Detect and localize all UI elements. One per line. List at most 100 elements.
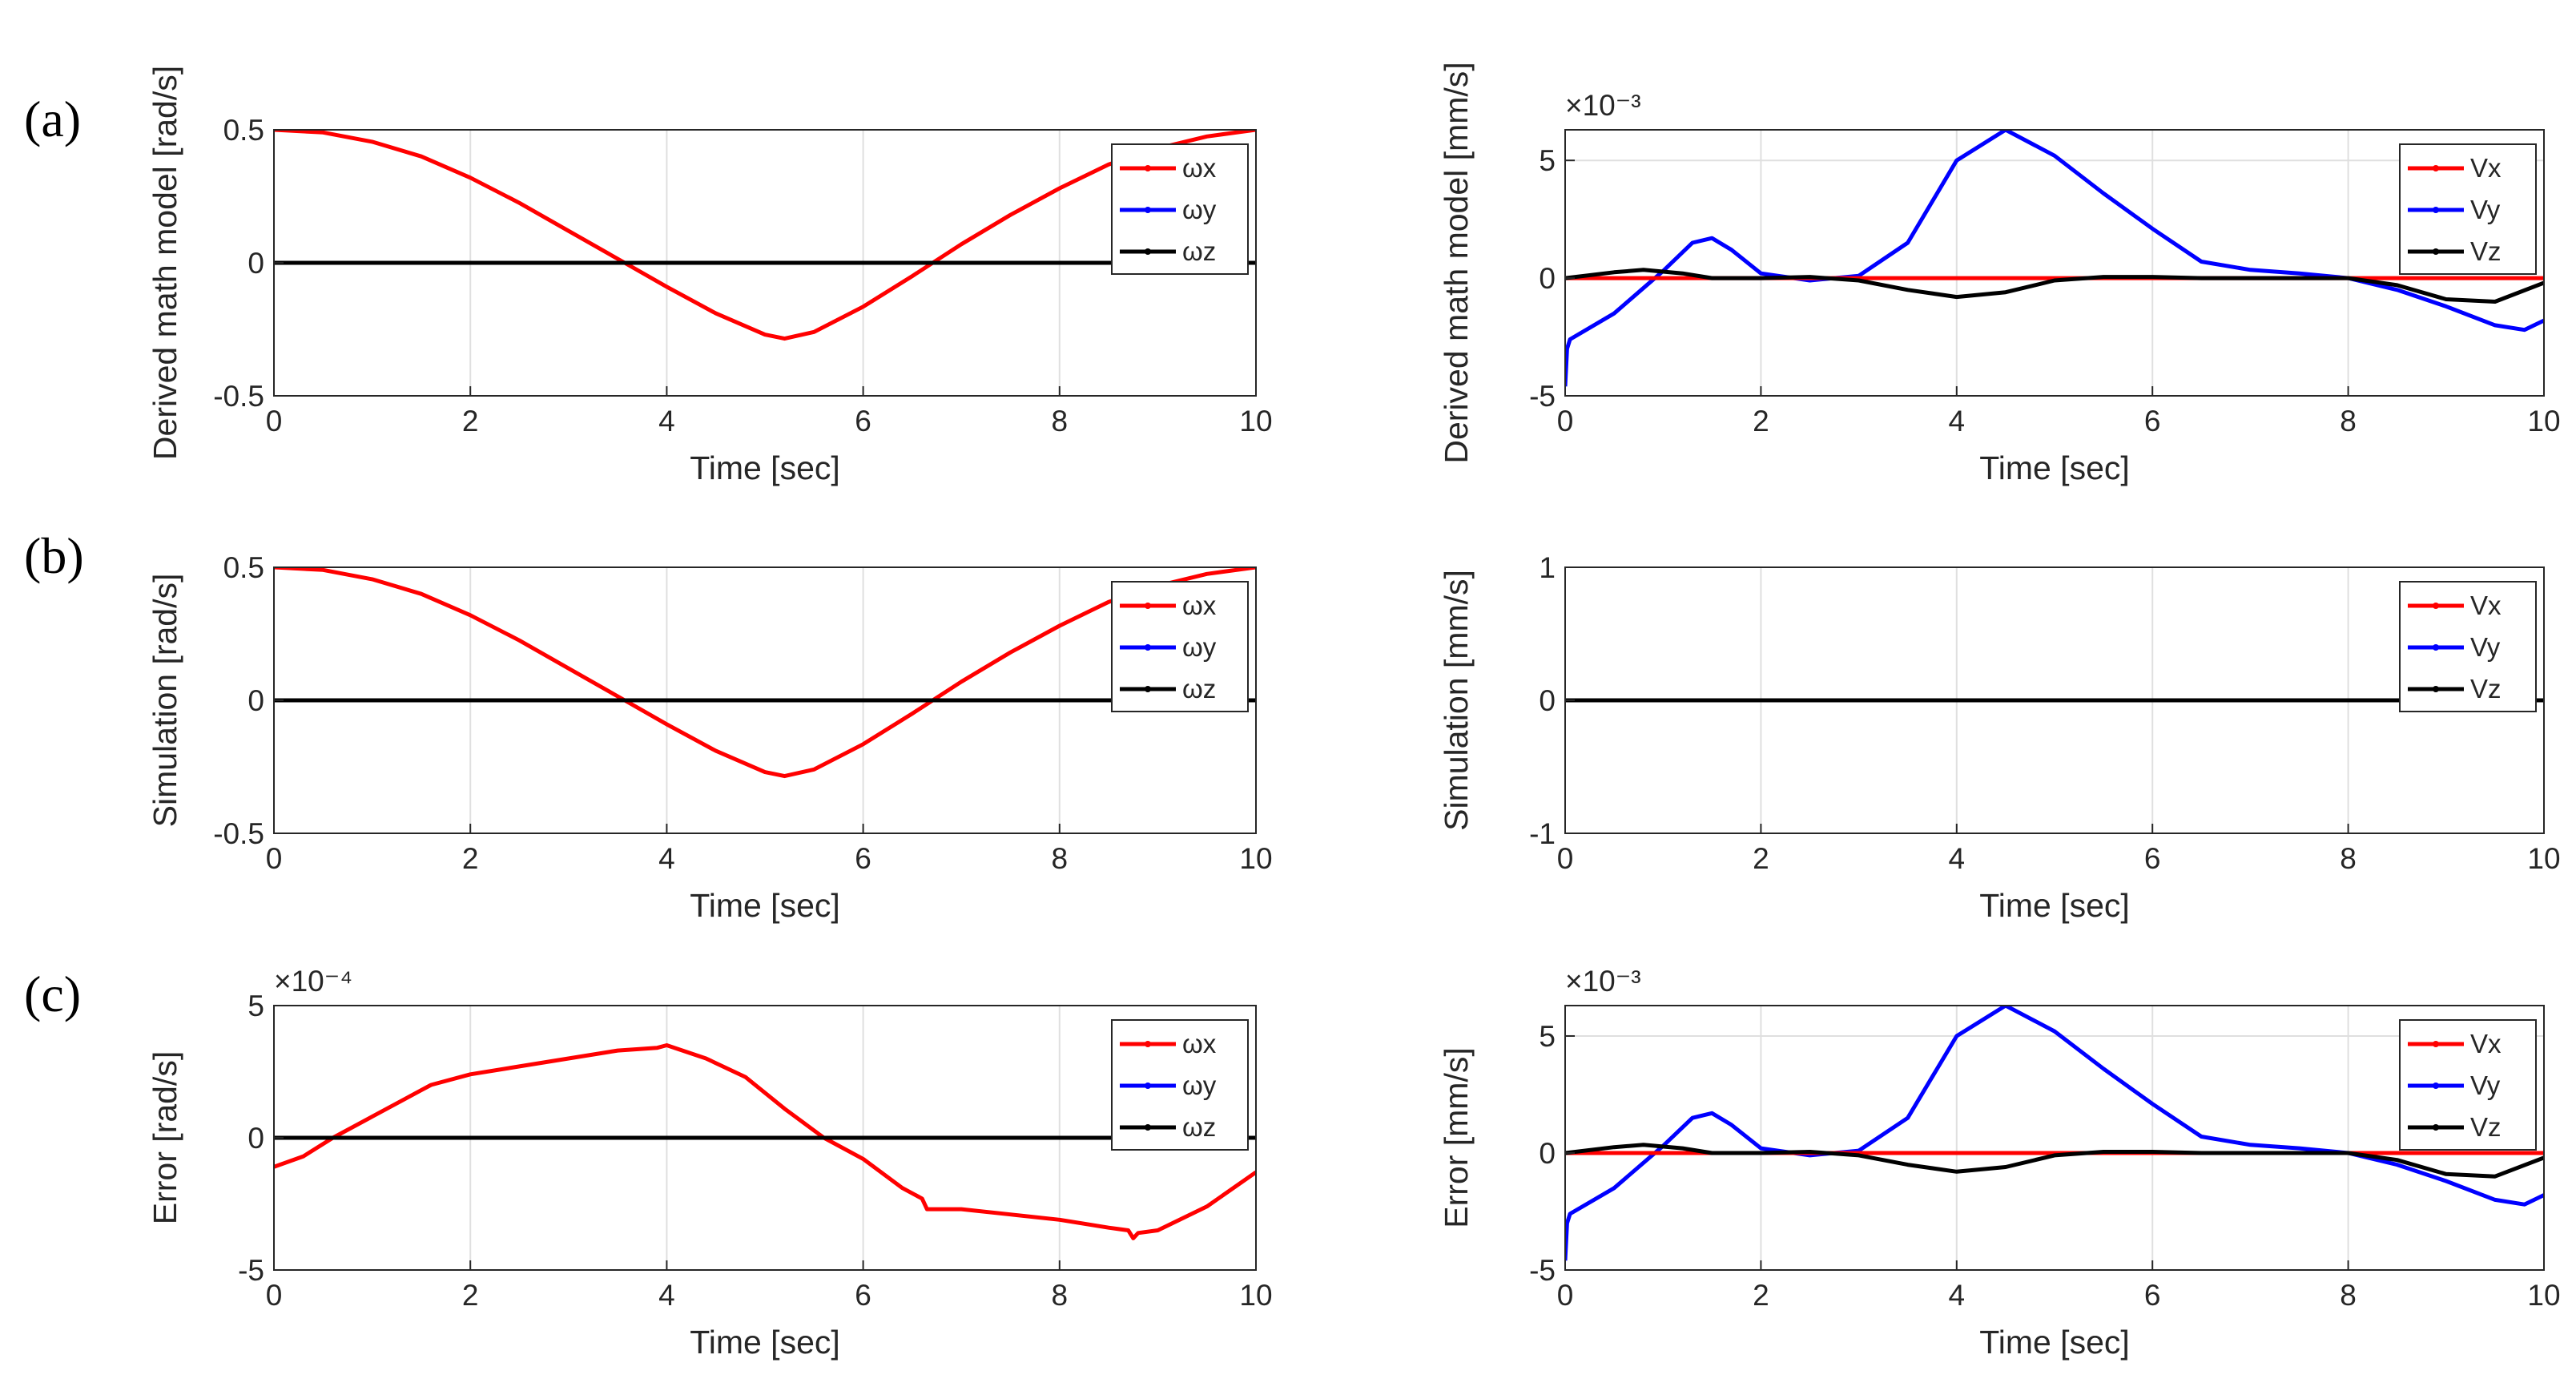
legend-label: Vy	[2470, 632, 2501, 662]
y-tick-label: 1	[1539, 551, 1556, 584]
x-tick-label: 4	[658, 1279, 675, 1312]
legend: ωx ωy ωz	[1111, 143, 1249, 275]
y-tick-label: -5	[1529, 380, 1556, 413]
y-tick-label: 0	[1539, 1137, 1556, 1170]
y-tick-label: 0	[248, 684, 264, 717]
series-line-Vy	[1565, 1006, 2544, 1261]
x-tick-label: 2	[462, 1279, 479, 1312]
legend-item: ωy	[1120, 1070, 1217, 1100]
y-tick-label: 5	[248, 990, 264, 1022]
x-tick-label: 4	[1949, 405, 1966, 437]
plot-area	[1565, 130, 2544, 396]
legend-item: Vz	[2408, 674, 2502, 704]
legend-item: ωx	[1120, 153, 1217, 183]
legend-item: ωz	[1120, 1112, 1216, 1142]
legend: ωx ωy ωz	[1111, 581, 1249, 712]
legend-label: Vy	[2470, 195, 2501, 224]
y-tick-label: -0.5	[213, 380, 264, 413]
y-axis-label: Error [rad/s]	[147, 1051, 183, 1224]
axis-exponent-label: ×10⁻³	[1565, 89, 1641, 122]
x-tick-label: 2	[462, 405, 479, 437]
legend-marker	[1145, 603, 1151, 609]
axis-exponent-label: ×10⁻³	[1565, 965, 1641, 998]
x-tick-label: 10	[2527, 1279, 2560, 1312]
legend-label: ωy	[1182, 1070, 1217, 1100]
y-axis-label: Derived math model [rad/s]	[147, 66, 183, 460]
legend-item: Vz	[2408, 236, 2502, 266]
legend-marker	[1145, 207, 1151, 213]
legend-label: Vz	[2470, 674, 2502, 704]
x-tick-label: 8	[1052, 1279, 1069, 1312]
x-tick-label: 0	[1557, 405, 1574, 437]
legend-label: Vz	[2470, 236, 2502, 266]
legend-label: Vx	[2470, 591, 2502, 620]
y-tick-label: 5	[1539, 1020, 1556, 1053]
x-tick-label: 8	[2340, 1279, 2357, 1312]
series-line-Vz	[1565, 268, 2544, 304]
legend-item: ωz	[1120, 674, 1216, 704]
plot-area	[1565, 1006, 2544, 1270]
legend-marker	[1145, 1124, 1151, 1131]
x-tick-label: 10	[2527, 842, 2560, 875]
legend-label: ωz	[1182, 236, 1216, 266]
x-tick-label: 8	[1052, 842, 1069, 875]
legend: Vx Vy Vz	[2399, 1019, 2537, 1151]
y-axis-label: Simulation [mm/s]	[1438, 570, 1475, 831]
y-tick-label: -0.5	[213, 817, 264, 850]
x-tick-label: 0	[1557, 842, 1574, 875]
legend-item: Vx	[2408, 591, 2502, 620]
legend-item: ωx	[1120, 1029, 1217, 1058]
x-tick-label: 10	[2527, 405, 2560, 437]
legend-item: Vy	[2408, 1070, 2501, 1100]
x-tick-label: 4	[658, 405, 675, 437]
x-tick-label: 6	[855, 842, 871, 875]
legend-label: ωx	[1182, 153, 1217, 183]
legend-marker	[2433, 603, 2439, 609]
x-tick-label: 10	[1239, 1279, 1272, 1312]
legend-item: ωx	[1120, 591, 1217, 620]
y-tick-label: -5	[1529, 1254, 1556, 1287]
legend: Vx Vy Vz	[2399, 143, 2537, 275]
x-tick-label: 0	[266, 405, 283, 437]
legend: ωx ωy ωz	[1111, 1019, 1249, 1151]
x-tick-label: 2	[1753, 1279, 1769, 1312]
panel-label-a: (a)	[24, 91, 81, 147]
legend-label: Vx	[2470, 153, 2502, 183]
x-tick-label: 2	[462, 842, 479, 875]
x-tick-label: 4	[658, 842, 675, 875]
y-axis-label: Derived math model [mm/s]	[1438, 62, 1475, 463]
legend-label: ωx	[1182, 591, 1217, 620]
legend-label: ωy	[1182, 632, 1217, 662]
x-tick-label: 0	[1557, 1279, 1574, 1312]
legend-marker	[1145, 165, 1151, 171]
x-axis-label: Time [sec]	[1979, 1324, 2130, 1361]
panel-label-b: (b)	[24, 527, 84, 584]
y-axis-label: Simulation [rad/s]	[147, 574, 183, 828]
y-tick-label: -5	[238, 1254, 264, 1287]
legend-marker	[1145, 248, 1151, 255]
y-tick-label: 0	[1539, 262, 1556, 295]
x-axis-label: Time [sec]	[690, 450, 840, 486]
legend-marker	[2433, 207, 2439, 213]
legend: Vx Vy Vz	[2399, 581, 2537, 712]
legend-label: Vz	[2470, 1112, 2502, 1142]
x-axis-label: Time [sec]	[690, 887, 840, 924]
legend-label: ωx	[1182, 1029, 1217, 1058]
series-line-ωx	[274, 567, 1256, 779]
x-tick-label: 8	[1052, 405, 1069, 437]
x-tick-label: 6	[855, 405, 871, 437]
x-tick-label: 2	[1753, 842, 1769, 875]
legend-label: Vy	[2470, 1070, 2501, 1100]
y-tick-label: 0.5	[223, 114, 264, 147]
x-tick-label: 6	[2144, 842, 2161, 875]
x-tick-label: 6	[855, 1279, 871, 1312]
legend-item: Vx	[2408, 153, 2502, 183]
legend-item: Vy	[2408, 195, 2501, 224]
y-tick-label: 0	[1539, 684, 1556, 717]
series-line-Vz	[1565, 1143, 2544, 1179]
